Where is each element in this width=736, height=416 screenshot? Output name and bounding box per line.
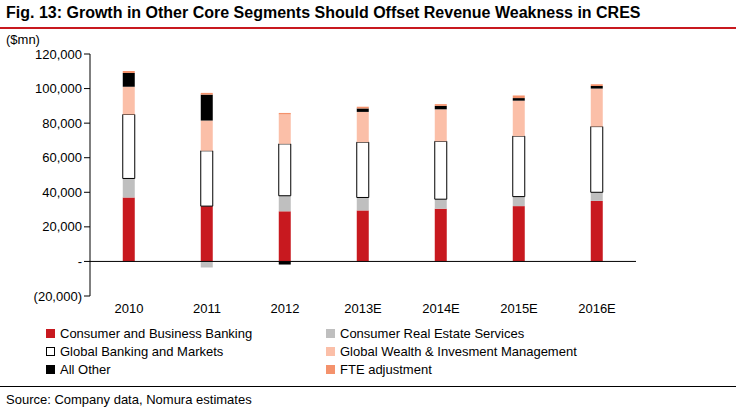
- svg-text:2014E: 2014E: [422, 301, 460, 316]
- svg-text:2012: 2012: [271, 301, 300, 316]
- html-text:Consumer Real Estate Services: Consumer Real Estate Services: [340, 325, 525, 341]
- html-text:Global Banking and Markets: Global Banking and Markets: [60, 343, 224, 359]
- html-text:Source: Company data, Nomura e: Source: Company data, Nomura estimates: [6, 392, 252, 407]
- html-text:Consumer and Business Banking: Consumer and Business Banking: [60, 325, 253, 341]
- svg-text:40,000: 40,000: [42, 185, 82, 200]
- svg-text:80,000: 80,000: [42, 116, 82, 131]
- svg-text:2011: 2011: [193, 301, 221, 316]
- svg-text:2016E: 2016E: [578, 301, 616, 316]
- svg-text:-: -: [78, 254, 82, 269]
- html-text:All Other: All Other: [60, 361, 111, 377]
- svg-text:100,000: 100,000: [35, 81, 82, 96]
- svg-text:20,000: 20,000: [42, 219, 82, 234]
- html-text:Fig. 13: Growth in Other Core: Fig. 13: Growth in Other Core Segments S…: [6, 4, 641, 21]
- svg-text:120,000: 120,000: [35, 47, 82, 62]
- svg-text:(20,000): (20,000): [34, 289, 82, 304]
- html-text:Global Wealth & Invesment Mana: Global Wealth & Invesment Management: [340, 343, 577, 359]
- svg-text:2015E: 2015E: [500, 301, 538, 316]
- svg-text:2013E: 2013E: [344, 301, 382, 316]
- html-text:FTE adjustment: FTE adjustment: [340, 361, 432, 377]
- svg-text:2010: 2010: [115, 301, 144, 316]
- svg-text:60,000: 60,000: [42, 150, 82, 165]
- html-text:($mn): ($mn): [6, 32, 40, 47]
